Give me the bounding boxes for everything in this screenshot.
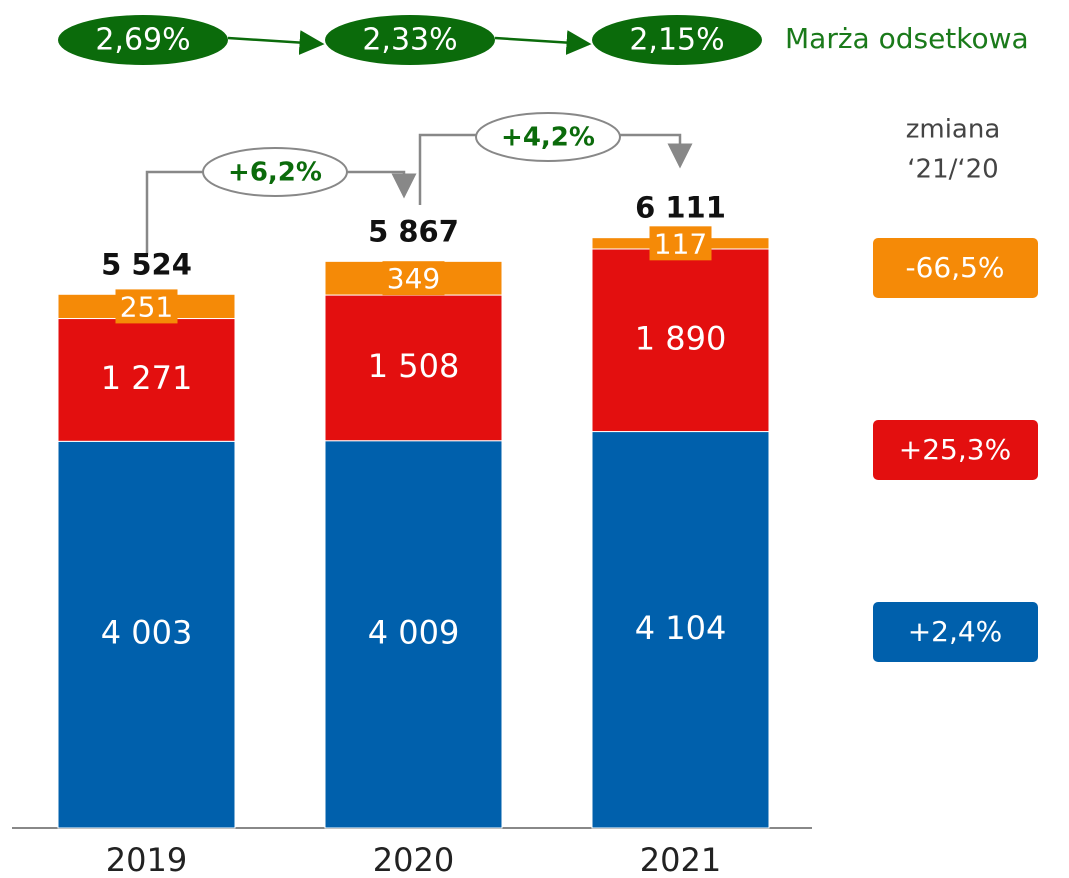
bar-segment: [324, 294, 503, 442]
margin-arrow: [494, 30, 592, 56]
margin-label: 2,15%: [629, 23, 724, 58]
label-box: [382, 261, 445, 296]
total-label: 5 524: [101, 247, 192, 281]
change-label: +2,4%: [908, 615, 1003, 648]
margin-label: 2,33%: [362, 23, 457, 58]
x-tick-label: 2020: [373, 841, 454, 878]
value-label: 1 508: [368, 347, 460, 385]
value-label: 1 271: [101, 359, 193, 397]
value-label: 251: [120, 290, 173, 323]
x-tick-label: 2019: [106, 841, 187, 878]
value-label: 1 890: [635, 319, 727, 357]
change-label: -66,5%: [905, 251, 1004, 284]
change-box: [873, 420, 1038, 480]
margin-oval: [592, 15, 762, 65]
value-label: 4 003: [101, 614, 193, 652]
change-box: [873, 602, 1038, 662]
label-box: [115, 289, 178, 324]
growth-oval: [202, 147, 348, 197]
value-label: 4 009: [368, 613, 460, 651]
label-box: [649, 226, 712, 261]
bar-segment: [591, 248, 770, 433]
x-tick-label: 2021: [640, 841, 721, 878]
margin-oval: [325, 15, 495, 65]
margin-oval: [58, 15, 228, 65]
value-label: 117: [654, 227, 707, 260]
growth-oval: [475, 112, 621, 162]
change-label: +25,3%: [899, 433, 1011, 466]
margin-label: 2,69%: [95, 23, 190, 58]
change-heading: ‘21/‘20: [907, 155, 998, 185]
value-label: 349: [387, 262, 440, 295]
value-label: 4 104: [635, 609, 727, 647]
total-label: 5 867: [368, 214, 459, 248]
growth-label: +6,2%: [228, 158, 322, 188]
growth-label: +4,2%: [501, 123, 595, 153]
margin-name: Marża odsetkowa: [785, 22, 1029, 55]
total-label: 6 111: [635, 191, 726, 225]
margin-arrow: [227, 30, 325, 56]
change-heading: zmiana: [906, 115, 1001, 145]
bar-segment: [57, 440, 236, 829]
change-box: [873, 238, 1038, 298]
